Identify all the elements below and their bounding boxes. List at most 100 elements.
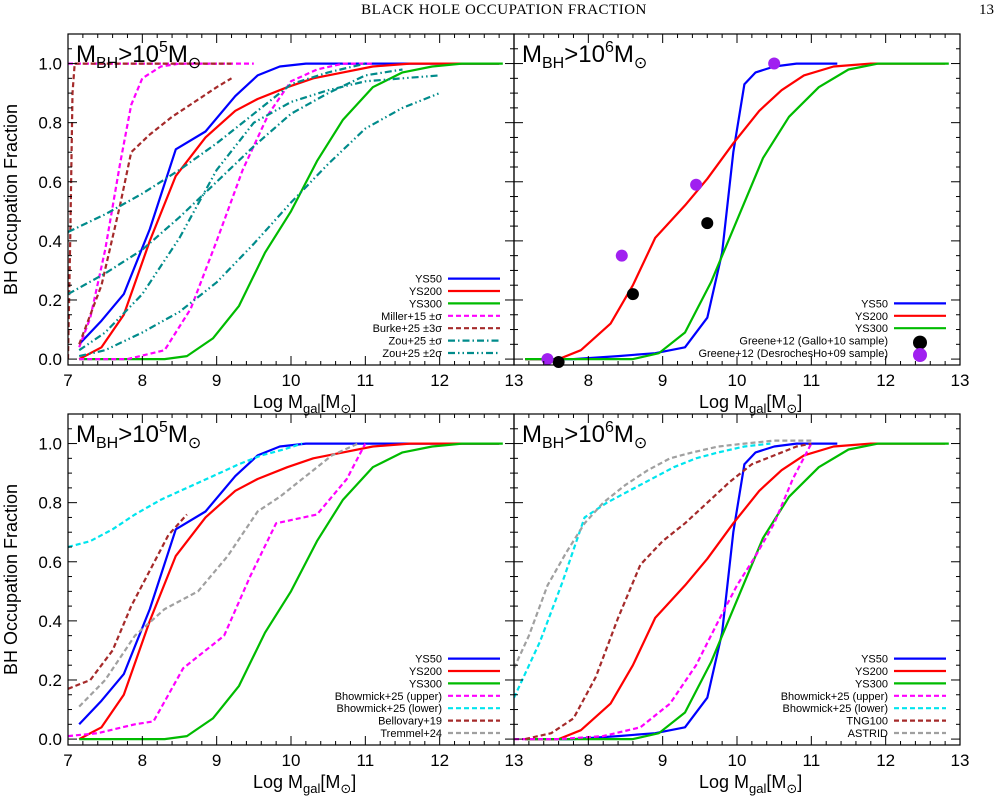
legend-label: YS200 — [409, 666, 442, 678]
y-tick-label: 0.8 — [38, 494, 62, 513]
y-tick-label: 0.0 — [38, 730, 62, 749]
legend-label: YS300 — [409, 678, 442, 690]
legend-label: YS50 — [861, 654, 888, 666]
y-tick-label: 0.2 — [38, 671, 62, 690]
series-line-band-12 — [78, 74, 440, 352]
legend-label: Bellovary+19 — [378, 716, 442, 728]
data-point-desroches-0 — [541, 353, 554, 366]
legend-label: YS50 — [415, 654, 442, 666]
series-line-tremmel-24 — [78, 442, 359, 708]
x-tick-label: 8 — [584, 371, 593, 390]
x-tick-label: 13 — [951, 371, 970, 390]
x-tick-label: 8 — [584, 751, 593, 770]
x-axis-label: Log Mgal[M⊙] — [699, 772, 802, 796]
legend-label: YS200 — [855, 666, 888, 678]
series-line-bhowmick-25-lower- — [68, 442, 303, 549]
x-tick-label: 10 — [728, 371, 747, 390]
y-tick-label: 1.0 — [38, 435, 62, 454]
x-tick-label: 12 — [876, 751, 895, 770]
legend-label: YS200 — [409, 286, 442, 298]
x-tick-label: 12 — [430, 751, 449, 770]
legend-label: YS300 — [855, 323, 888, 335]
legend-label: Zou+25 ±2σ — [382, 348, 442, 360]
x-tick-label: 9 — [658, 371, 667, 390]
x-tick-label: 10 — [282, 751, 301, 770]
legend-label: YS50 — [861, 298, 888, 310]
panel-label: MBH>106M⊙ — [522, 419, 647, 452]
x-tick-label: 7 — [63, 751, 72, 770]
x-tick-label: 8 — [138, 371, 147, 390]
y-axis-label: BH Occupation Fraction — [1, 104, 21, 295]
series-lines — [525, 62, 949, 361]
panel-label: MBH>106M⊙ — [522, 39, 647, 72]
x-tick-label: 13 — [951, 751, 970, 770]
series-line-ys50 — [525, 442, 838, 741]
x-tick-label: 7 — [63, 371, 72, 390]
series-lines — [514, 439, 949, 741]
series-lines — [68, 442, 503, 741]
legend-label: ASTRID — [848, 728, 888, 740]
series-line-bhowmick-25-upper- — [68, 443, 367, 738]
legend-label: YS300 — [855, 678, 888, 690]
legend-label: Miller+15 ±σ — [381, 311, 442, 323]
axis-ticks — [67, 414, 515, 745]
legend-label: Burke+25 ±3σ — [373, 323, 443, 335]
x-axis-label: Log Mgal[M⊙] — [253, 772, 356, 796]
x-tick-label: 11 — [357, 371, 375, 390]
legend-label: Bhowmick+25 (lower) — [337, 703, 442, 715]
legend-label: YS50 — [415, 274, 442, 286]
legend-label: Bhowmick+25 (upper) — [335, 691, 442, 703]
series-line-ys200 — [78, 442, 500, 741]
data-point-gallo-2 — [701, 217, 714, 230]
series-line-ys200 — [525, 62, 946, 361]
series-line-band-8 — [78, 77, 233, 345]
x-tick-label: 13 — [505, 751, 524, 770]
legend-label: Bhowmick+25 (upper) — [781, 691, 888, 703]
panel-label: MBH>105M⊙ — [76, 39, 201, 72]
x-tick-label: 11 — [803, 751, 821, 770]
y-tick-label: 0.2 — [38, 291, 62, 310]
legend-label: Greene+12 (Gallo+10 sample) — [739, 336, 888, 348]
legend-label: YS200 — [855, 311, 888, 323]
data-point-gallo-1 — [626, 288, 639, 301]
chart-panel-3: 7 8 9 10 11 12 13 0.0 0.2 0.4 0.6 0.8 1.0 BH Occupati… — [1, 413, 524, 796]
x-tick-label: 10 — [282, 371, 301, 390]
x-axis-label: Log Mgal[M⊙] — [699, 392, 802, 416]
plot-frame — [67, 413, 515, 746]
series-line-ys50 — [525, 62, 838, 361]
y-tick-label: 1.0 — [38, 55, 62, 74]
series-line-ys300 — [525, 62, 949, 361]
data-point-desroches-3 — [768, 57, 781, 70]
y-tick-label: 0.6 — [38, 553, 62, 572]
axis-ticks — [513, 414, 961, 745]
x-tick-label: 9 — [658, 751, 667, 770]
series-line-band-5 — [79, 62, 373, 361]
series-line-band-10 — [68, 68, 403, 296]
x-tick-label: 11 — [803, 371, 821, 390]
series-line-zou-25- — [68, 62, 366, 233]
y-tick-label: 0.4 — [38, 612, 62, 631]
legend-label: Greene+12 (DesrochesHo+09 sample) — [698, 348, 888, 360]
x-tick-label: 9 — [212, 751, 221, 770]
y-tick-label: 0.6 — [38, 173, 62, 192]
series-line-ys300 — [79, 442, 503, 741]
series-line-ys200 — [78, 62, 500, 361]
series-line-astrid — [514, 439, 812, 669]
axis-ticks — [513, 34, 961, 365]
data-point-desroches-2 — [690, 178, 703, 191]
x-tick-label: 10 — [728, 751, 747, 770]
plot-frame — [67, 33, 515, 366]
series-line-band-4 — [78, 62, 217, 348]
x-tick-label: 12 — [876, 371, 895, 390]
legend-marker — [913, 348, 927, 362]
series-line-ys200 — [525, 442, 946, 741]
x-tick-label: 11 — [357, 751, 375, 770]
x-tick-label: 13 — [505, 371, 524, 390]
series-line-ys50 — [78, 62, 500, 346]
page-number: 13 — [979, 2, 994, 18]
series-line-tng100 — [524, 442, 812, 741]
